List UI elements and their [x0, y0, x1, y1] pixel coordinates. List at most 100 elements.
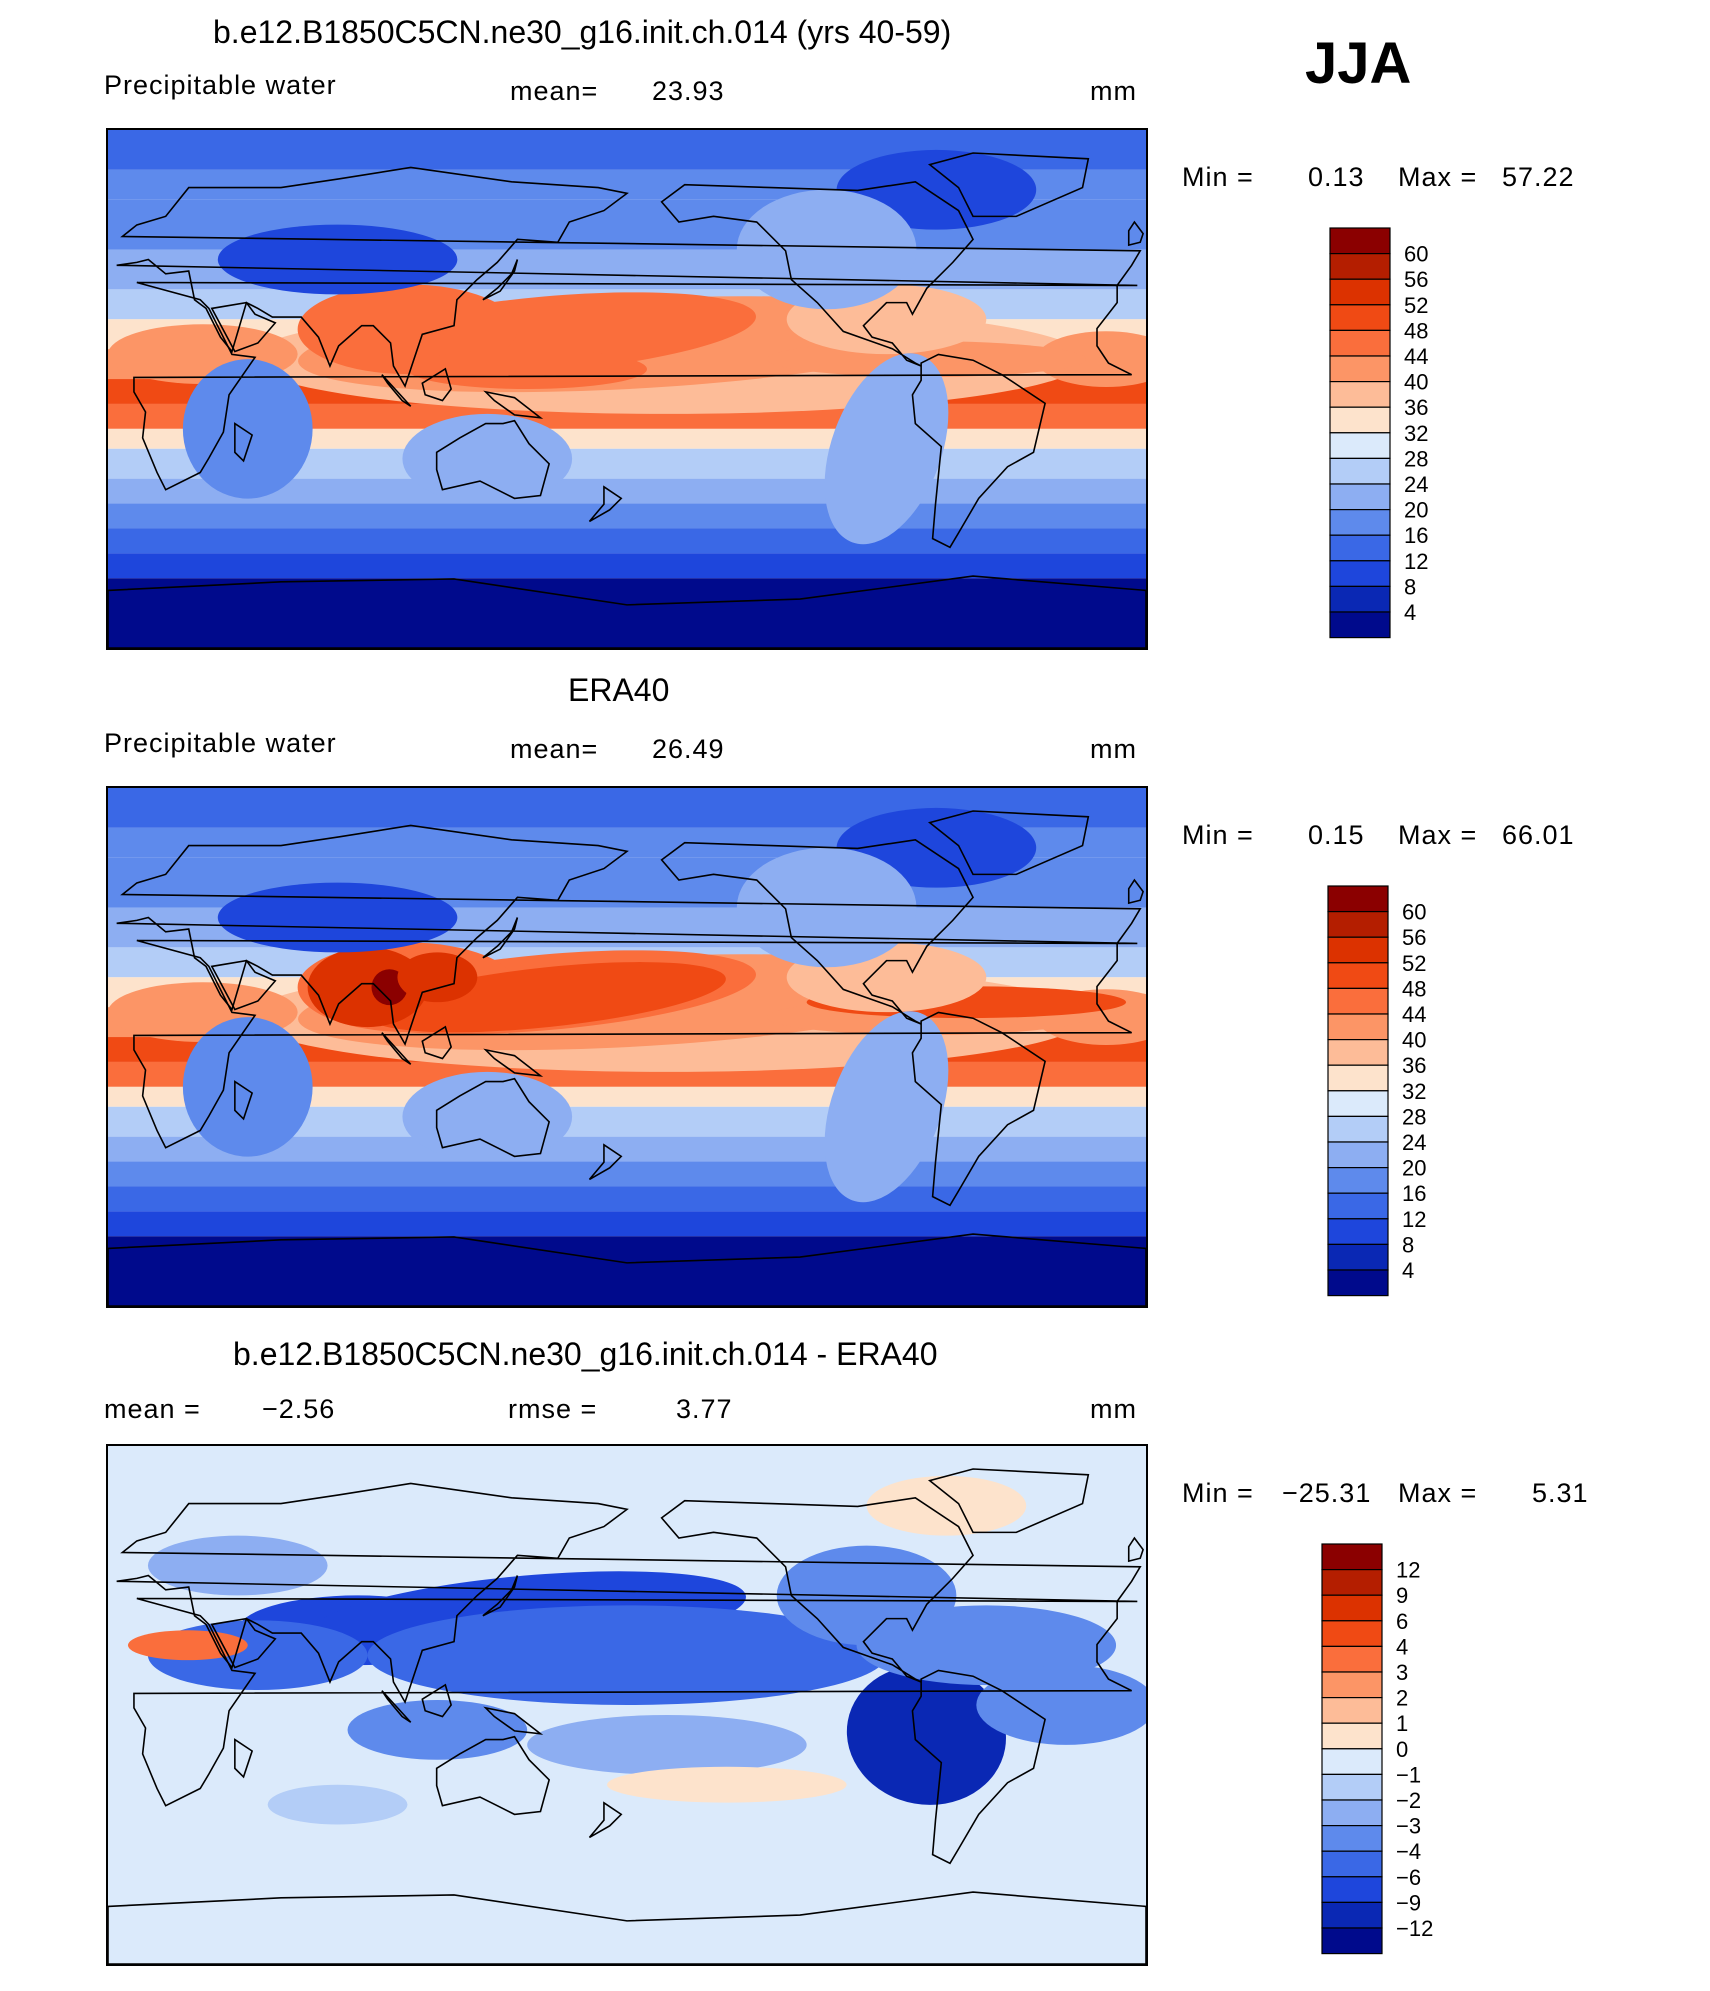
coastline: [927, 810, 1090, 876]
contour-band: [108, 503, 1146, 529]
coastline: [660, 838, 974, 1025]
max-label: Max =: [1398, 820, 1478, 850]
coastline: [483, 390, 544, 419]
colorbar-swatch: [1329, 381, 1391, 408]
coastline: [588, 1801, 623, 1839]
map-plot: [106, 786, 1148, 1308]
colorbar-tick-label: −2: [1396, 1788, 1421, 1813]
colorbar-swatch: [1321, 1671, 1383, 1699]
colorbar-tick-label: 52: [1402, 951, 1426, 976]
coastline: [483, 1048, 544, 1077]
colorbar-swatch: [1327, 1218, 1389, 1245]
coastline: [108, 1233, 1146, 1306]
coastline: [234, 1080, 254, 1121]
coastline: [1127, 878, 1144, 905]
mean-label: mean=: [510, 76, 599, 106]
colorbar-tick-label: 44: [1402, 1002, 1426, 1027]
min-value: 0.13: [1308, 162, 1365, 192]
colorbar-swatch: [1321, 1773, 1383, 1801]
coastline: [116, 1482, 1142, 1705]
colorbar-tick-label: 48: [1404, 318, 1428, 343]
coastline: [660, 180, 974, 367]
colorbar-tick-label: 12: [1404, 549, 1428, 574]
colorbar-tick-label: 6: [1396, 1609, 1408, 1634]
coastline: [1127, 220, 1144, 247]
panel-title: b.e12.B1850C5CN.ne30_g16.init.ch.014 - E…: [233, 1336, 938, 1372]
colorbar: 12 9 6 4 3 2 1 0 −1 −2 −3 −4 −6 −9 −12: [1321, 1543, 1442, 1961]
coastline: [1127, 1536, 1144, 1563]
contour-region: [527, 1714, 807, 1775]
mean-value: 23.93: [652, 76, 725, 106]
colorbar-tick-label: 9: [1396, 1583, 1408, 1608]
colorbar-swatch: [1321, 1722, 1383, 1750]
colorbar-swatch: [1329, 355, 1391, 383]
colorbar-swatch: [1321, 1748, 1383, 1776]
colorbar-swatch: [1327, 1269, 1389, 1297]
colorbar-tick-label: 4: [1404, 600, 1416, 625]
contour-region: [297, 284, 518, 375]
coastline: [911, 1669, 1046, 1865]
contour-region: [824, 353, 949, 545]
coastline: [421, 1683, 453, 1718]
colorbar-tick-label: 12: [1402, 1207, 1426, 1232]
colorbar-tick-label: 24: [1404, 472, 1428, 497]
colorbar-tick-label: 60: [1404, 242, 1428, 267]
coastline: [435, 1735, 551, 1816]
contour-band: [108, 1899, 1146, 1964]
colorbar-tick-label: 20: [1402, 1156, 1426, 1181]
colorbar-tick-label: 60: [1402, 900, 1426, 925]
colorbar-tick-label: 52: [1404, 293, 1428, 318]
colorbar-tick-label: 16: [1402, 1181, 1426, 1206]
colorbar-swatch: [1321, 1620, 1383, 1648]
colorbar-swatch: [1321, 1850, 1383, 1878]
max-label: Max =: [1398, 1478, 1478, 1508]
colorbar-tick-label: −3: [1396, 1814, 1421, 1839]
colorbar-tick-label: 4: [1402, 1258, 1414, 1283]
contour-region: [736, 189, 917, 310]
colorbar-swatch: [1327, 987, 1389, 1015]
units-label: mm: [1090, 734, 1137, 764]
mean-label: mean =: [104, 1394, 201, 1424]
coastline: [911, 353, 1046, 549]
colorbar-swatch: [1327, 1115, 1389, 1143]
colorbar-swatch: [1321, 1569, 1383, 1596]
contour-region: [976, 1665, 1146, 1745]
colorbar-tick-label: 0: [1396, 1737, 1408, 1762]
colorbar-tick-label: 20: [1404, 498, 1428, 523]
coastline: [108, 575, 1146, 648]
colorbar-swatch: [1329, 585, 1391, 613]
colorbar-tick-label: 3: [1396, 1660, 1408, 1685]
colorbar-tick-label: 36: [1402, 1053, 1426, 1078]
coastline: [133, 281, 1132, 491]
contour-band: [108, 528, 1146, 554]
colorbar-swatch: [1327, 1090, 1389, 1118]
coastline: [108, 1891, 1146, 1964]
colorbar-tick-label: 40: [1402, 1028, 1426, 1053]
colorbar-tick-label: 28: [1402, 1104, 1426, 1129]
colorbar-swatch: [1327, 936, 1389, 964]
colorbar-swatch: [1321, 1543, 1383, 1571]
rmse-label: rmse =: [508, 1394, 598, 1424]
colorbar-swatch: [1327, 1243, 1389, 1271]
coastline: [133, 1597, 1132, 1807]
coastline: [482, 259, 519, 301]
colorbar-tick-label: −9: [1396, 1890, 1421, 1915]
colorbar-tick-label: 8: [1404, 574, 1416, 599]
units-label: mm: [1090, 76, 1137, 106]
coastline: [234, 1738, 254, 1779]
contour-band: [108, 1186, 1146, 1212]
contour-region: [368, 962, 726, 1033]
colorbar: 60 56 52 48 44 40 36 32 28 24 20 16 12 8 4: [1327, 885, 1448, 1303]
season-label: JJA: [1305, 31, 1412, 96]
colorbar-swatch: [1327, 962, 1389, 990]
colorbar-swatch: [1321, 1825, 1383, 1852]
contour-band: [108, 553, 1146, 579]
contour-region: [402, 413, 573, 504]
coastline: [911, 1011, 1046, 1207]
colorbar-tick-label: 8: [1402, 1232, 1414, 1257]
colorbar-swatch: [1329, 304, 1391, 332]
variable-label: Precipitable water: [104, 70, 337, 100]
